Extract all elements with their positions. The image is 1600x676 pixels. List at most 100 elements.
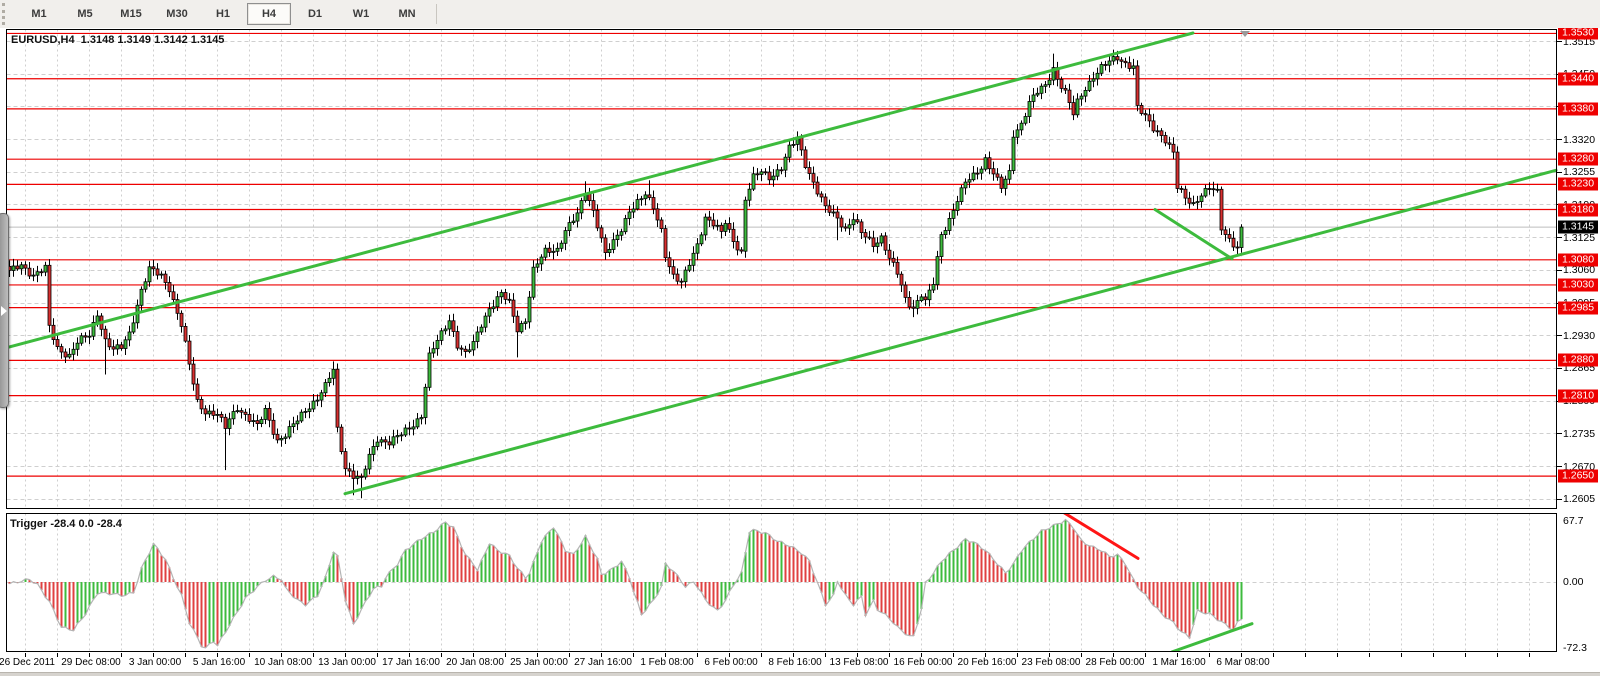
time-tick (665, 653, 666, 657)
timeframe-button-w1[interactable]: W1 (352, 8, 370, 20)
candle-up (1051, 67, 1056, 81)
candle-up (775, 169, 780, 177)
candle-up (499, 292, 504, 298)
candle-down (799, 136, 804, 151)
time-tick (473, 653, 474, 657)
candle-down (1071, 102, 1076, 116)
timeframe-button-m5[interactable]: M5 (77, 8, 93, 20)
candle-down (767, 171, 772, 181)
candle-down (59, 346, 64, 353)
time-tick (441, 653, 442, 657)
candle-up (439, 330, 444, 341)
time-tick (793, 653, 794, 657)
candle-up (207, 410, 212, 415)
candle-up (423, 386, 428, 418)
candle-down (1067, 89, 1072, 103)
candle-down (859, 221, 864, 233)
chart-window[interactable]: EURUSD,H4 1.3148 1.3149 1.3142 1.3145 Tr… (0, 28, 1600, 672)
candle-up (19, 264, 24, 270)
candle-down (195, 383, 200, 400)
candle-up (139, 288, 144, 306)
candle-up (751, 173, 756, 190)
candle-up (523, 321, 528, 324)
candle-down (1175, 151, 1180, 189)
time-tick (121, 653, 122, 657)
candle-up (227, 418, 232, 429)
candle-down (103, 328, 108, 340)
candle-down (547, 247, 552, 253)
time-tick (281, 653, 282, 657)
timeframe-button-h4[interactable]: H4 (247, 3, 291, 25)
candle-up (963, 181, 968, 189)
time-label: 27 Jan 16:00 (574, 657, 632, 668)
candle-down (1059, 79, 1064, 89)
candle-up (67, 353, 72, 358)
candle-down (803, 149, 808, 168)
candle-up (687, 264, 692, 271)
candle-up (1111, 56, 1116, 62)
candle-up (1035, 92, 1040, 96)
indicator-min-label: -72.3 (1563, 642, 1587, 654)
candle-up (1043, 84, 1048, 87)
timeframe-button-m15[interactable]: M15 (120, 8, 142, 20)
time-label: 6 Feb 00:00 (704, 657, 758, 668)
candle-up (215, 413, 220, 416)
candle-down (599, 227, 604, 239)
candle-up (403, 427, 408, 436)
candle-up (363, 468, 368, 478)
timeframe-button-d1[interactable]: D1 (307, 8, 323, 20)
candle-up (695, 243, 700, 254)
candle-up (379, 439, 384, 443)
candle-down (1167, 142, 1172, 145)
candle-up (1091, 78, 1096, 82)
candle-up (315, 399, 320, 402)
candle-down (271, 419, 276, 435)
candle-down (47, 264, 52, 326)
candle-down (671, 266, 676, 275)
timeframe-button-h1[interactable]: H1 (215, 8, 231, 20)
candle-up (479, 326, 484, 333)
candle-up (623, 218, 628, 233)
time-tick (825, 653, 826, 657)
candle-up (971, 172, 976, 181)
candle-up (1027, 101, 1032, 117)
candle-up (331, 368, 336, 379)
indicator-trend-green[interactable] (1170, 622, 1254, 652)
time-tick (1465, 653, 1466, 657)
candle-up (559, 242, 564, 249)
time-tick (249, 653, 250, 657)
time-tick (537, 653, 538, 657)
timeframe-button-mn[interactable]: MN (398, 8, 416, 20)
candle-up (1039, 85, 1044, 94)
time-label: 8 Feb 16:00 (768, 657, 822, 668)
candle-down (819, 193, 824, 198)
timeframe-button-m1[interactable]: M1 (31, 8, 47, 20)
time-label: 1 Feb 08:00 (640, 657, 694, 668)
indicator-pane[interactable] (0, 513, 1600, 652)
main-price-pane[interactable] (0, 28, 1600, 513)
candle-down (451, 320, 456, 332)
time-tick (569, 653, 570, 657)
candle-down (1171, 143, 1176, 153)
candle-up (983, 157, 988, 170)
trendline-recent-down[interactable] (1153, 208, 1234, 261)
candle-down (39, 271, 44, 274)
trendline-channel-upper[interactable] (6, 31, 1195, 349)
status-bar (0, 672, 1600, 676)
candle-up (683, 269, 688, 283)
indicator-trend-red[interactable] (1061, 513, 1140, 560)
candle-down (1147, 114, 1152, 122)
trendline-channel-lower[interactable] (343, 168, 1558, 496)
candle-up (831, 211, 836, 214)
candle-down (1063, 88, 1068, 91)
time-tick (1433, 653, 1434, 657)
candle-down (891, 257, 896, 263)
panel-collapse-handle[interactable] (0, 213, 9, 408)
candle-down (1127, 62, 1132, 69)
candle-up (1023, 116, 1028, 124)
time-tick (409, 653, 410, 657)
time-tick (345, 653, 346, 657)
candle-down (735, 241, 740, 251)
timeframe-button-m30[interactable]: M30 (166, 8, 188, 20)
toolbar-drag-handle[interactable] (2, 3, 12, 25)
